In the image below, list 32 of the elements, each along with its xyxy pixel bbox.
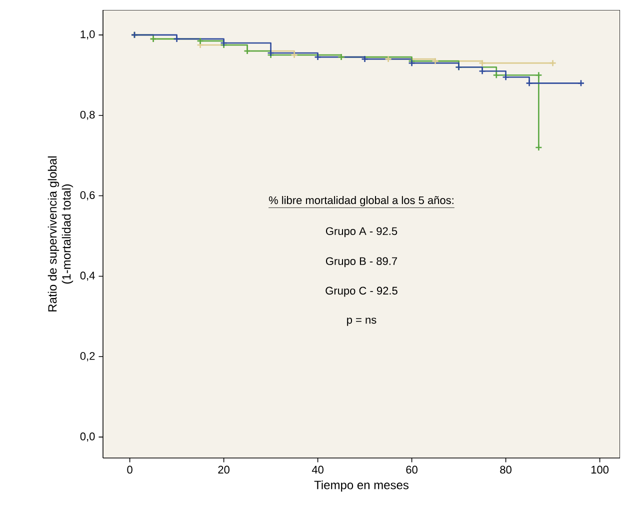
point <box>502 74 510 81</box>
annotation: Grupo B - 89.7 <box>326 257 398 268</box>
y-tick-label: 0,0 <box>80 432 95 442</box>
point <box>478 67 486 75</box>
annotation: Grupo A - 92.5 <box>326 227 398 238</box>
point <box>526 80 533 87</box>
x-tick-label: 80 <box>500 466 512 474</box>
y-tick-label: 0,8 <box>80 110 95 120</box>
point <box>384 55 392 63</box>
annotation: p = ns <box>347 318 376 326</box>
point <box>196 37 204 45</box>
x-tick-label: 40 <box>312 466 324 474</box>
y-tick-label: 0,2 <box>80 352 95 362</box>
x-tick-label: 60 <box>406 466 418 474</box>
point <box>290 51 298 59</box>
y-tick-label: 0,6 <box>80 191 95 200</box>
x-axis-title: Tiempo en meses <box>314 480 409 492</box>
y-tick-label: 1,0 <box>80 30 95 40</box>
point <box>173 35 180 43</box>
point <box>432 57 439 65</box>
point <box>314 53 322 61</box>
x-tick-label: 0 <box>127 466 132 474</box>
x-tick-label: 20 <box>218 466 230 474</box>
point <box>492 71 500 79</box>
y-tick-label: 0,4 <box>80 272 95 281</box>
point <box>361 55 368 63</box>
y-axis-title: Ratio de supervivencia global (1-mortalidad total) <box>48 156 74 312</box>
point <box>535 71 542 79</box>
x-tick-label: 100 <box>591 466 609 474</box>
annotation: Grupo C - 92.5 <box>326 286 398 297</box>
annotation: % libre mortalidad global a los 5 años: <box>268 196 454 206</box>
point <box>478 59 486 67</box>
